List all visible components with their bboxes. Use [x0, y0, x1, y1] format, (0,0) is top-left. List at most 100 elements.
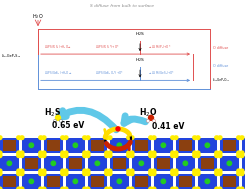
Circle shape: [64, 136, 68, 139]
Circle shape: [240, 187, 244, 189]
FancyBboxPatch shape: [22, 138, 41, 153]
Circle shape: [237, 154, 241, 158]
FancyBboxPatch shape: [132, 174, 151, 189]
Circle shape: [42, 136, 46, 139]
Circle shape: [39, 154, 43, 158]
Circle shape: [215, 154, 219, 158]
Circle shape: [86, 151, 90, 155]
Circle shape: [174, 172, 178, 176]
Circle shape: [20, 169, 24, 173]
Circle shape: [105, 154, 109, 158]
Circle shape: [130, 151, 134, 155]
FancyBboxPatch shape: [198, 138, 217, 153]
Circle shape: [29, 179, 34, 184]
FancyBboxPatch shape: [88, 138, 107, 153]
Circle shape: [86, 154, 90, 158]
Circle shape: [105, 151, 109, 155]
FancyBboxPatch shape: [132, 156, 151, 171]
Text: H$_2$S: H$_2$S: [44, 107, 61, 119]
Circle shape: [39, 172, 43, 176]
Text: LGPS(P$_2$S$_5$)+H$_2$O$\rightarrow$: LGPS(P$_2$S$_5$)+H$_2$O$\rightarrow$: [44, 44, 72, 51]
Circle shape: [218, 136, 222, 139]
Circle shape: [17, 187, 21, 189]
FancyBboxPatch shape: [22, 174, 41, 189]
Circle shape: [64, 172, 68, 176]
Circle shape: [39, 169, 43, 173]
Circle shape: [127, 151, 131, 155]
Circle shape: [240, 151, 244, 155]
FancyBboxPatch shape: [176, 138, 195, 153]
Circle shape: [73, 179, 78, 184]
Circle shape: [39, 151, 43, 155]
Circle shape: [127, 172, 131, 176]
Circle shape: [174, 136, 178, 139]
Circle shape: [193, 172, 196, 176]
Circle shape: [108, 187, 112, 189]
Circle shape: [61, 151, 65, 155]
Text: H$_2$S: H$_2$S: [135, 57, 145, 64]
FancyBboxPatch shape: [223, 140, 236, 151]
Circle shape: [64, 151, 68, 155]
Circle shape: [7, 161, 12, 166]
Circle shape: [174, 151, 178, 155]
Circle shape: [17, 151, 21, 155]
Circle shape: [152, 169, 156, 173]
Circle shape: [20, 172, 24, 176]
FancyBboxPatch shape: [66, 156, 85, 171]
FancyBboxPatch shape: [3, 140, 16, 151]
Circle shape: [149, 172, 153, 176]
Circle shape: [196, 172, 200, 176]
Text: S diffuse from bulk to surface: S diffuse from bulk to surface: [90, 4, 154, 8]
Circle shape: [130, 136, 134, 139]
Circle shape: [83, 136, 86, 139]
FancyBboxPatch shape: [110, 138, 129, 153]
Circle shape: [29, 143, 34, 147]
Circle shape: [152, 187, 156, 189]
FancyBboxPatch shape: [110, 174, 129, 189]
FancyBboxPatch shape: [135, 140, 148, 151]
Circle shape: [53, 119, 57, 122]
Circle shape: [117, 179, 122, 184]
Circle shape: [20, 136, 24, 139]
Circle shape: [17, 136, 21, 139]
FancyBboxPatch shape: [3, 176, 16, 187]
Circle shape: [193, 169, 196, 173]
FancyBboxPatch shape: [47, 140, 60, 151]
Circle shape: [130, 187, 134, 189]
Circle shape: [83, 172, 86, 176]
FancyBboxPatch shape: [220, 174, 239, 189]
Circle shape: [218, 154, 222, 158]
Circle shape: [127, 154, 131, 158]
Circle shape: [240, 169, 244, 173]
FancyBboxPatch shape: [132, 138, 151, 153]
FancyBboxPatch shape: [242, 174, 245, 189]
FancyBboxPatch shape: [220, 156, 239, 171]
Circle shape: [127, 169, 131, 173]
Circle shape: [240, 154, 244, 158]
Circle shape: [42, 172, 46, 176]
Circle shape: [205, 143, 209, 147]
Circle shape: [161, 143, 166, 147]
Circle shape: [218, 169, 222, 173]
Circle shape: [61, 154, 65, 158]
Circle shape: [0, 172, 2, 176]
Text: O diffuse: O diffuse: [213, 46, 228, 50]
Circle shape: [174, 187, 178, 189]
FancyBboxPatch shape: [91, 176, 104, 187]
Circle shape: [174, 154, 178, 158]
Circle shape: [42, 151, 46, 155]
Text: Li₁₀GeP₂O₁₂: Li₁₀GeP₂O₁₂: [213, 78, 230, 82]
Circle shape: [193, 151, 196, 155]
FancyBboxPatch shape: [223, 176, 236, 187]
Circle shape: [130, 172, 134, 176]
Circle shape: [39, 136, 43, 139]
FancyBboxPatch shape: [22, 156, 41, 171]
FancyBboxPatch shape: [154, 138, 173, 153]
Circle shape: [161, 179, 166, 184]
Circle shape: [86, 172, 90, 176]
Circle shape: [64, 169, 68, 173]
Circle shape: [0, 187, 2, 189]
FancyBboxPatch shape: [198, 174, 217, 189]
Circle shape: [193, 187, 196, 189]
Text: Li₁₀GeP₂S₁₂: Li₁₀GeP₂S₁₂: [2, 53, 21, 57]
